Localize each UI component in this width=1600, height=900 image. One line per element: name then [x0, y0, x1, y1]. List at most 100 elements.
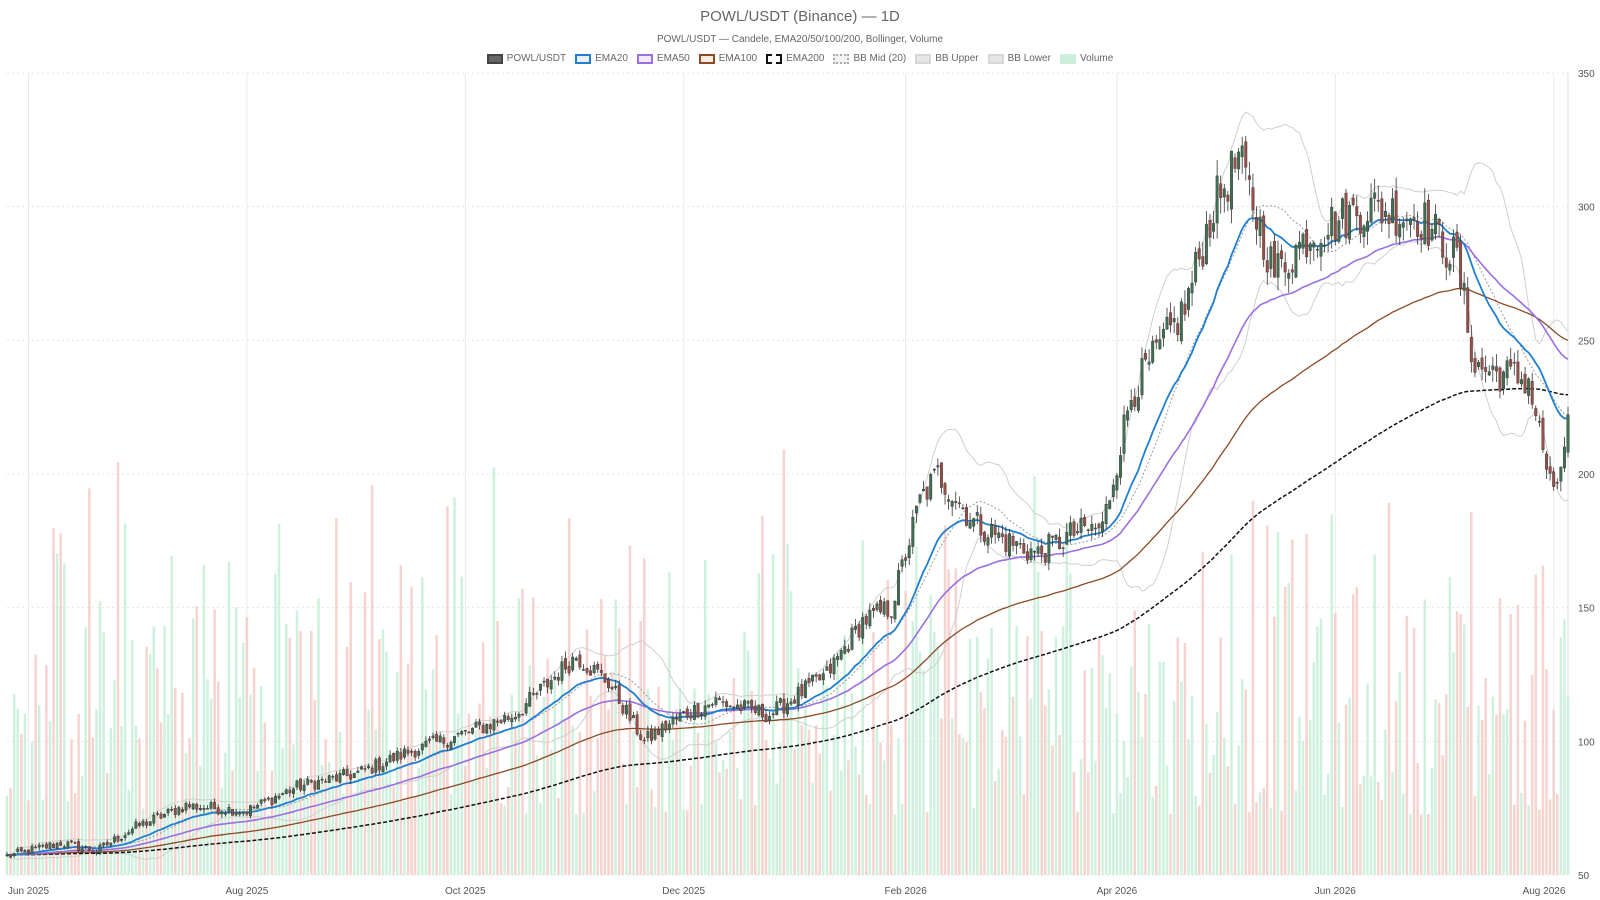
volume-bar — [1036, 571, 1040, 875]
candle-body — [585, 668, 589, 673]
candle-body — [1541, 417, 1545, 450]
volume-bar — [1258, 792, 1262, 875]
candle-body — [123, 835, 127, 838]
legend-item[interactable]: BB Lower — [987, 53, 1051, 64]
volume-bar — [1534, 574, 1538, 875]
candle-body — [1527, 378, 1531, 396]
legend-item[interactable]: EMA200 — [766, 53, 824, 64]
volume-bar — [1376, 782, 1380, 875]
candle-body — [800, 684, 804, 697]
candle-body — [424, 740, 428, 747]
candle-body — [968, 522, 972, 529]
candle-body — [1362, 225, 1366, 238]
volume-bar — [1409, 813, 1412, 875]
legend-item[interactable]: Volume — [1059, 53, 1113, 64]
candle-body — [141, 820, 145, 826]
candle-body — [653, 730, 657, 740]
volume-bar — [413, 795, 417, 875]
candle-body — [66, 841, 70, 849]
volume-bar — [1180, 681, 1183, 875]
candle-body — [1076, 531, 1079, 534]
volume-bar — [1266, 525, 1269, 875]
volume-bar — [707, 694, 710, 875]
legend-item[interactable]: BB Upper — [915, 53, 979, 64]
candle-body — [1473, 358, 1477, 373]
volume-bar — [796, 668, 800, 875]
candle-body — [320, 779, 324, 781]
volume-bar — [80, 776, 84, 875]
candle-body — [943, 483, 947, 495]
volume-bar — [9, 787, 12, 875]
candle-body — [1158, 339, 1162, 349]
volume-bar — [653, 807, 657, 875]
candle-body — [1187, 288, 1190, 310]
volume-bar — [1498, 598, 1502, 875]
volume-bar — [1276, 532, 1280, 875]
volume-bar — [1477, 705, 1480, 875]
candle-body — [456, 733, 460, 735]
candle-body — [152, 814, 156, 824]
legend-item[interactable]: EMA50 — [636, 53, 690, 64]
candle-body — [95, 851, 98, 854]
candle-body — [803, 680, 807, 698]
candle-body — [1065, 532, 1069, 545]
candle-body — [180, 809, 184, 813]
candle-body — [614, 686, 618, 688]
candle-body — [907, 545, 911, 559]
legend-swatch — [833, 53, 850, 64]
candle-body — [213, 801, 217, 810]
candle-body — [542, 680, 546, 683]
volume-bar — [1086, 772, 1090, 875]
candle-body — [377, 757, 381, 771]
volume-bar — [1004, 736, 1008, 875]
candle-body — [216, 807, 220, 815]
volume-bar — [1244, 689, 1248, 875]
candle-body — [947, 499, 951, 502]
candle-body — [1029, 548, 1033, 561]
volume-bar — [1011, 696, 1015, 875]
y-tick-label: 150 — [1578, 604, 1595, 615]
candle-body — [567, 665, 571, 674]
candle-body — [1176, 323, 1180, 336]
candle-body — [188, 804, 192, 808]
candle-body — [1494, 366, 1498, 372]
legend-item[interactable]: BB Mid (20) — [833, 53, 906, 64]
volume-bar — [1022, 794, 1026, 875]
volume-bar — [1287, 582, 1290, 875]
legend-item[interactable]: POWL/USDT — [486, 53, 566, 64]
volume-bar — [1026, 636, 1029, 875]
legend-item[interactable]: EMA100 — [698, 53, 757, 64]
legend-swatch — [575, 53, 592, 64]
candle-body — [517, 713, 521, 718]
candle-body — [1441, 231, 1445, 258]
volume-bar — [446, 506, 449, 875]
ema200-line — [7, 387, 1569, 856]
volume-bar — [1058, 734, 1061, 875]
volume-bar — [678, 687, 682, 875]
candle-body — [470, 727, 474, 734]
candle-body — [1534, 408, 1538, 417]
candle-body — [1144, 353, 1147, 360]
candle-body — [549, 680, 553, 690]
candle-body — [1523, 373, 1527, 394]
volume-bar — [1430, 767, 1434, 875]
legend-item[interactable]: EMA20 — [575, 53, 628, 64]
candle-body — [1451, 236, 1455, 258]
candle-body — [757, 704, 761, 716]
volume-bar — [1008, 547, 1011, 875]
candle-body — [786, 703, 789, 715]
volume-bar — [582, 812, 585, 875]
candle-body — [818, 674, 822, 681]
candle-body — [1380, 198, 1384, 224]
candle-body — [59, 841, 63, 846]
volume-bar — [320, 765, 324, 875]
volume-bar — [757, 572, 761, 875]
volume-bar — [725, 768, 728, 875]
y-tick-label: 200 — [1578, 470, 1595, 481]
candle-body — [395, 750, 399, 761]
volume-bar — [1527, 805, 1530, 875]
volume-bar — [5, 795, 9, 875]
candle-body — [657, 729, 661, 736]
volume-bar — [879, 742, 882, 875]
volume-bar — [1523, 720, 1527, 875]
